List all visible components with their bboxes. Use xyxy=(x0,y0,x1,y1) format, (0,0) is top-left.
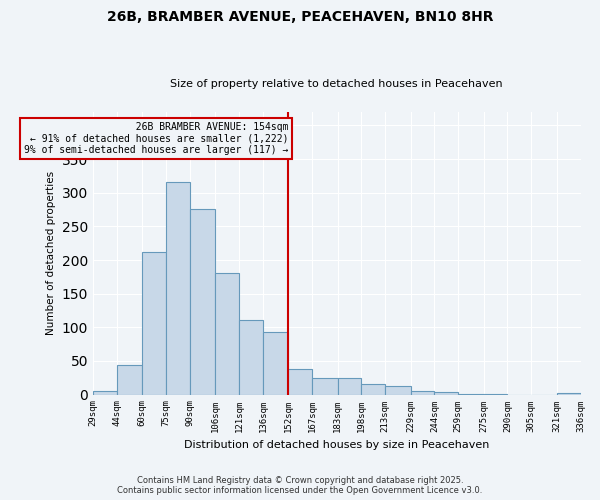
Y-axis label: Number of detached properties: Number of detached properties xyxy=(46,171,56,336)
Bar xyxy=(338,378,361,394)
Bar xyxy=(289,369,312,394)
Text: Contains HM Land Registry data © Crown copyright and database right 2025.
Contai: Contains HM Land Registry data © Crown c… xyxy=(118,476,482,495)
Text: 26B BRAMBER AVENUE: 154sqm
← 91% of detached houses are smaller (1,222)
9% of se: 26B BRAMBER AVENUE: 154sqm ← 91% of deta… xyxy=(24,122,289,156)
Bar xyxy=(410,391,434,394)
Bar xyxy=(215,274,239,394)
Bar xyxy=(166,182,190,394)
Bar xyxy=(239,320,263,394)
Bar xyxy=(93,391,117,394)
Bar xyxy=(385,386,410,394)
Bar xyxy=(361,384,385,394)
Bar xyxy=(263,332,289,394)
Title: Size of property relative to detached houses in Peacehaven: Size of property relative to detached ho… xyxy=(170,79,503,89)
Bar xyxy=(312,378,338,394)
X-axis label: Distribution of detached houses by size in Peacehaven: Distribution of detached houses by size … xyxy=(184,440,490,450)
Bar xyxy=(117,365,142,394)
Bar xyxy=(142,252,166,394)
Bar xyxy=(190,209,215,394)
Bar xyxy=(434,392,458,394)
Bar xyxy=(557,393,581,394)
Text: 26B, BRAMBER AVENUE, PEACEHAVEN, BN10 8HR: 26B, BRAMBER AVENUE, PEACEHAVEN, BN10 8H… xyxy=(107,10,493,24)
